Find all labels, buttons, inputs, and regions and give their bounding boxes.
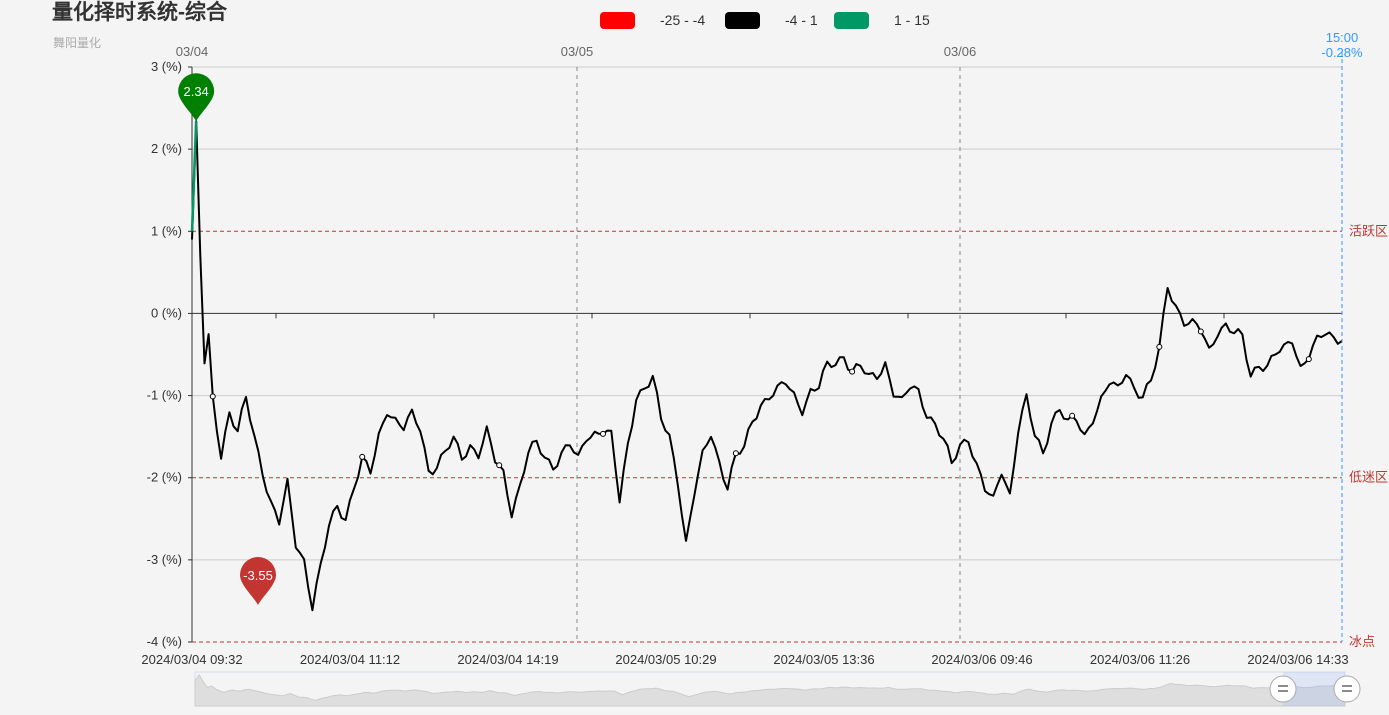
axes: 3 (%) 2 (%) 1 (%) 0 (%) -1 (%) -2 (%) -3 (%) -4… [141, 59, 1348, 667]
legend-label-green: 1 - 15 [894, 12, 930, 28]
series-line-green-segment [190, 121, 198, 232]
max-marker: 2.34 [178, 73, 215, 122]
markers-layer: 2.34 -3.55 [178, 73, 276, 606]
data-point [1197, 328, 1204, 335]
date-label: 03/06 [944, 44, 977, 59]
data-point [732, 450, 739, 457]
data-point [1156, 343, 1163, 350]
date-label: 03/04 [176, 44, 209, 59]
zoom-handle-right[interactable] [1333, 675, 1361, 703]
series-line [191, 120, 1343, 612]
date-label: 03/05 [561, 44, 594, 59]
zoom-preview-area [194, 673, 1346, 707]
legend-label-black: -4 - 1 [785, 12, 818, 28]
legend-label-red: -25 - -4 [660, 12, 706, 28]
data-point [1305, 356, 1312, 363]
legend-swatch-black [725, 11, 760, 29]
legend-item-green[interactable]: 1 - 15 [834, 10, 930, 30]
data-point [359, 453, 366, 460]
data-point [849, 368, 856, 375]
x-tick-label: 2024/03/06 09:46 [931, 652, 1032, 667]
data-point [209, 393, 216, 400]
cursor-value-label: -0.28% [1321, 45, 1363, 60]
y-tick-label: -2 (%) [147, 470, 182, 485]
legend-item-black[interactable]: -4 - 1 [725, 10, 818, 30]
y-tick-label: -4 (%) [147, 634, 182, 649]
data-point [1069, 412, 1076, 419]
y-tick-label: 0 (%) [151, 305, 182, 320]
y-tick-label: 3 (%) [151, 59, 182, 74]
series-layer [190, 120, 1343, 612]
y-tick-label: -1 (%) [147, 388, 182, 403]
legend-item-red[interactable]: -25 - -4 [600, 10, 705, 30]
zoom-handle-circle [1333, 675, 1361, 703]
y-tick-label: 2 (%) [151, 141, 182, 156]
x-tick-label: 2024/03/05 10:29 [615, 652, 716, 667]
chart-title: 量化择时系统-综合 [52, 1, 227, 24]
grid-lines [192, 66, 1342, 561]
y-tick-label: -3 (%) [147, 552, 182, 567]
x-tick-label: 2024/03/06 11:26 [1090, 652, 1190, 667]
legend-swatch-green [834, 11, 869, 29]
min-marker: -3.55 [240, 557, 276, 606]
data-point [600, 430, 607, 437]
x-tick-label: 2024/03/05 13:36 [773, 652, 874, 667]
x-tick-label: 2024/03/04 09:32 [141, 652, 242, 667]
y-tick-label: 1 (%) [151, 223, 182, 238]
reference-line-label: 活跃区 [1349, 223, 1388, 238]
cursor-time-label: 15:00 [1326, 30, 1359, 45]
zoom-handle-circle [1269, 675, 1297, 703]
cursor-layer: 15:00-0.28% [1321, 30, 1363, 642]
legend-swatch-red [600, 11, 635, 29]
x-tick-label: 2024/03/04 14:19 [457, 652, 558, 667]
marker-pin [240, 557, 276, 606]
marker-label: 2.34 [183, 84, 208, 99]
data-point [496, 462, 503, 469]
marker-label: -3.55 [243, 568, 273, 583]
data-zoom[interactable] [194, 671, 1361, 707]
reference-line-label: 冰点 [1349, 634, 1375, 649]
zoom-handle-left[interactable] [1269, 675, 1297, 703]
date-separators: 03/04 03/05 03/06 [176, 44, 977, 642]
chart-subtitle: 舞阳量化 [53, 36, 102, 50]
x-tick-label: 2024/03/06 14:33 [1247, 652, 1348, 667]
marker-pin [178, 73, 215, 122]
reference-line-label: 低迷区 [1349, 470, 1388, 485]
x-tick-label: 2024/03/04 11:12 [300, 652, 400, 667]
